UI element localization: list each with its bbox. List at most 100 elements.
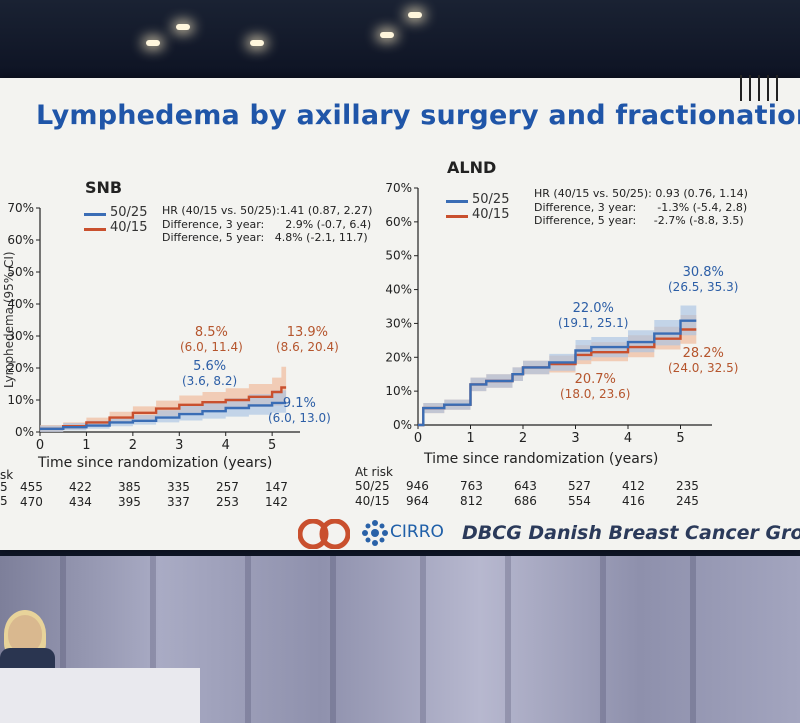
snb-blue5-ci: (6.0, 13.0) [268,411,331,425]
at-risk-cell: 434 [69,495,92,509]
x-tick-label: 1 [466,431,474,446]
at-risk-cell: 412 [622,479,645,493]
at-risk-cell: 257 [216,480,239,494]
y-tick-label: 30% [385,316,412,330]
y-tick-label: 0% [15,425,34,439]
snb-legend-line-50-25 [84,213,106,216]
y-tick-label: 50% [7,265,34,279]
at-risk-cell: 335 [167,480,190,494]
y-tick-label: 40% [385,283,412,297]
at-risk-cell: 964 [406,494,429,508]
series-line-50-25 [418,319,697,427]
alnd-plot: 0% 10% 20% 30% 40% 50% 60% 70% 0 1 2 3 4 5 [385,181,712,446]
x-tick-label: 5 [676,431,684,446]
dbcg-logo-icon [298,519,350,549]
at-risk-cell: 395 [118,495,141,509]
at-risk-cell: 253 [216,495,239,509]
y-tick-label: 0% [393,418,412,432]
ceiling-light [176,24,190,30]
at-risk-cell: 235 [676,479,699,493]
snb-plot: 0% 10% 20% 30% 40% 50% 60% 70% 0 1 2 3 4 5 [7,201,300,453]
at-risk-cell: 527 [568,479,591,493]
cirro-logo-text: CIRRO [390,522,444,542]
slide-screen [0,78,800,550]
x-tick-label: 2 [129,438,137,453]
x-tick-label: 3 [175,438,183,453]
footer-org-name: DBCG Danish Breast Cancer Group [462,522,800,544]
y-tick-label: 30% [7,329,34,343]
at-risk-cell: 147 [265,480,288,494]
snb-at-risk-row-label: 5 [0,494,8,508]
y-tick-label: 50% [385,249,412,263]
alnd-blue3-ci: (19.1, 25.1) [558,316,629,330]
ceiling-light [380,32,394,38]
x-tick-label: 4 [624,431,632,446]
y-tick-label: 20% [385,350,412,364]
cirro-logo-icon [362,520,388,546]
alnd-annotation-red-5yr: 28.2% (24.0, 32.5) [668,347,739,376]
x-tick-label: 3 [571,431,579,446]
at-risk-cell: 686 [514,494,537,508]
series-line-40-15 [418,328,697,427]
y-tick-label: 20% [7,361,34,375]
snb-red3-ci: (6.0, 11.4) [180,340,243,354]
at-risk-cell: 422 [69,480,92,494]
x-tick-label: 0 [414,431,422,446]
at-risk-cell: 763 [460,479,483,493]
y-tick-label: 10% [7,393,34,407]
at-risk-cell: 643 [514,479,537,493]
snb-annotation-red-5yr: 13.9% (8.6, 20.4) [276,325,339,355]
alnd-legend-50-25: 50/25 [472,192,510,207]
snb-red5-ci: (8.6, 20.4) [276,340,339,354]
snb-red3-value: 8.5% [194,325,228,340]
alnd-annotation-red-3yr: 20.7% (18.0, 23.6) [560,372,630,402]
alnd-red3-value: 20.7% [574,372,616,387]
alnd-red5-ci: (24.0, 32.5) [668,361,739,375]
y-tick-label: 60% [7,233,34,247]
alnd-stats-box: HR (40/15 vs. 50/25): 0.93 (0.76, 1.14) … [534,187,748,227]
ceiling-light [250,40,264,46]
at-risk-cell: 245 [676,494,699,508]
ceiling-light [408,12,422,18]
snb-at-risk-label: sk [0,468,14,482]
alnd-panel-title: ALND [447,158,497,177]
alnd-blue5-value: 30.8% [682,265,724,280]
snb-blue3-ci: (3.6, 8.2) [182,374,238,388]
snb-legend-50-25: 50/25 [110,205,148,220]
series-line-40-15 [40,386,287,430]
y-tick-label: 40% [7,297,34,311]
alnd-legend-40-15: 40/15 [472,207,510,222]
x-tick-label: 0 [36,438,44,453]
alnd-x-axis-label: Time since randomization (years) [424,451,659,467]
snb-red5-value: 13.9% [286,325,329,340]
alnd-annotation-blue-3yr: 22.0% (19.1, 25.1) [558,301,629,331]
at-risk-cell: 385 [118,480,141,494]
alnd-legend-line-50-25 [446,200,468,203]
at-risk-cell: 337 [167,495,190,509]
at-risk-cell: 946 [406,479,429,493]
ceiling-light [146,40,160,46]
alnd-blue5-ci: (26.5, 35.3) [668,280,739,294]
snb-legend-40-15: 40/15 [110,220,148,235]
x-tick-label: 2 [519,431,527,446]
series-line-50-25 [40,401,287,430]
slide-title: Lymphedema by axillary surgery and fract… [36,100,800,131]
x-tick-label: 4 [222,438,230,453]
podium-desk [0,668,200,723]
y-tick-label: 10% [385,384,412,398]
at-risk-cell: 142 [265,495,288,509]
alnd-blue3-value: 22.0% [572,301,614,316]
snb-legend-line-40-15 [84,228,106,231]
y-tick-label: 60% [385,215,412,229]
alnd-at-risk-row-label: 50/25 [355,479,390,493]
x-tick-label: 5 [268,438,276,453]
y-tick-label: 70% [385,181,412,195]
snb-annotation-red-3yr: 8.5% (6.0, 11.4) [180,325,243,355]
slide-decoration [740,75,790,101]
alnd-legend-line-40-15 [446,215,468,218]
alnd-annotation-blue-5yr: 30.8% (26.5, 35.3) [668,265,739,295]
alnd-at-risk-row-label: 40/15 [355,494,390,508]
y-tick-label: 70% [7,201,34,215]
at-risk-cell: 470 [20,495,43,509]
snb-stats-box: HR (40/15 vs. 50/25):1.41 (0.87, 2.27) D… [162,204,373,244]
